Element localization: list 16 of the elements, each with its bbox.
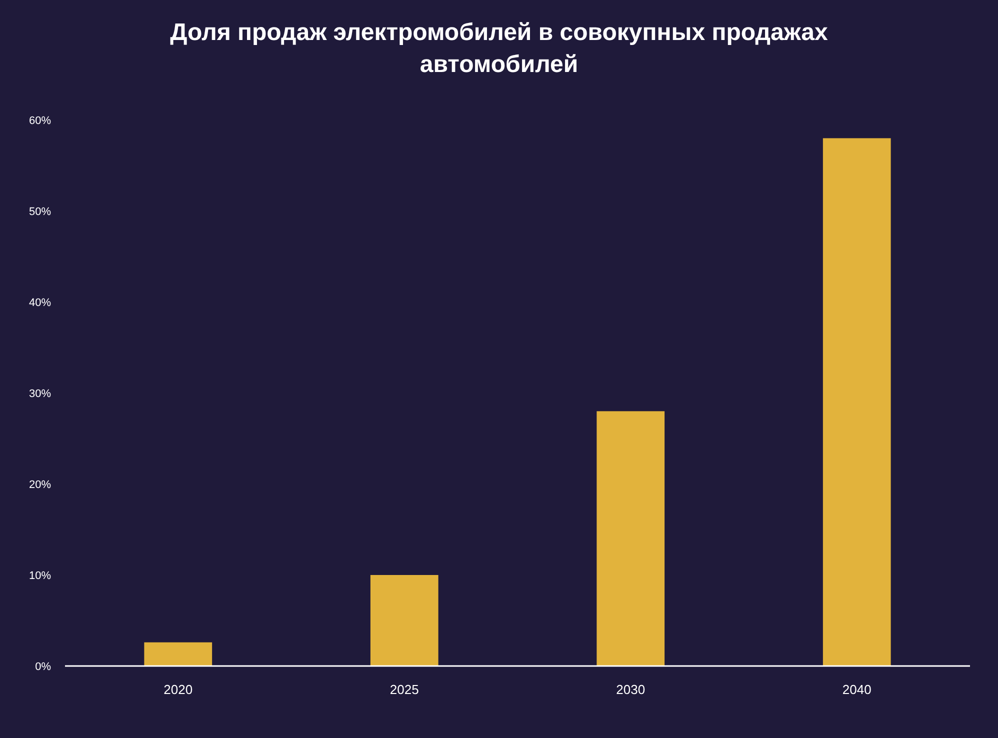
y-tick-label: 60% (28, 114, 52, 127)
y-tick-label: 50% (28, 206, 52, 218)
bar (596, 411, 665, 666)
x-tick-label: 2030 (616, 682, 646, 697)
y-tick-label: 40% (28, 296, 52, 309)
chart-title: Доля продаж электромобилей в совокупных продажах автомобилей (170, 19, 828, 78)
y-tick-label: 30% (28, 388, 52, 400)
y-tick-label: 0% (35, 660, 52, 673)
x-tick-label: 2020 (164, 682, 193, 697)
x-tick-label: 2025 (390, 682, 419, 697)
bar (144, 642, 212, 666)
bar (822, 138, 891, 666)
x-tick-label: 2040 (842, 682, 872, 697)
y-tick-label: 10% (28, 570, 52, 582)
y-tick-label: 20% (28, 478, 52, 491)
bar (370, 575, 438, 666)
